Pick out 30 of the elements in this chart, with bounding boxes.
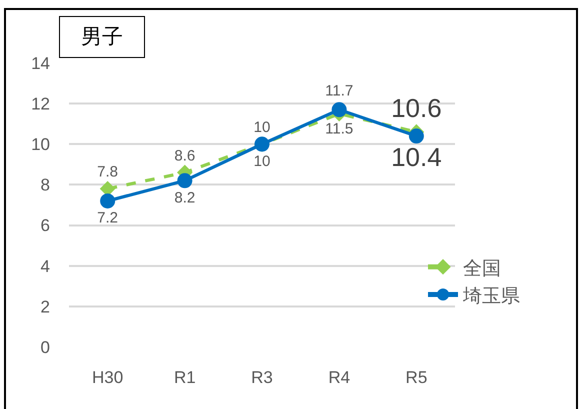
point — [100, 193, 116, 208]
y-tick-label: 14 — [31, 54, 50, 73]
x-tick-label: R4 — [328, 368, 350, 387]
y-tick-label: 4 — [40, 256, 50, 276]
x-tick-label: R1 — [174, 368, 196, 387]
data-label: 11.7 — [325, 82, 354, 100]
y-tick-label: 12 — [31, 94, 50, 114]
y-tick-label: 8 — [40, 176, 50, 195]
data-label: 10.6 — [391, 92, 442, 123]
point — [177, 173, 192, 188]
legend-label: 全国 — [463, 258, 501, 280]
x-tick-label: R5 — [406, 368, 428, 387]
y-tick-label: 6 — [40, 216, 50, 236]
x-tick-label: H30 — [92, 368, 124, 387]
legend-label: 埼玉県 — [462, 286, 520, 307]
data-label: 10 — [254, 152, 270, 170]
data-label: 10 — [254, 118, 270, 136]
y-tick-label: 0 — [40, 338, 50, 357]
point — [408, 128, 424, 144]
data-label: 7.8 — [97, 164, 118, 181]
data-label: 8.6 — [174, 147, 196, 164]
y-tick-label: 10 — [31, 135, 50, 154]
point — [332, 102, 347, 118]
data-label: 7.2 — [97, 210, 118, 227]
data-label: 8.2 — [174, 189, 196, 206]
x-tick-label: R3 — [251, 368, 273, 387]
data-label: 11.5 — [325, 120, 354, 138]
data-label: 10.4 — [391, 142, 442, 172]
y-tick-label: 2 — [40, 297, 50, 316]
chart-title: 男子 — [81, 26, 123, 48]
